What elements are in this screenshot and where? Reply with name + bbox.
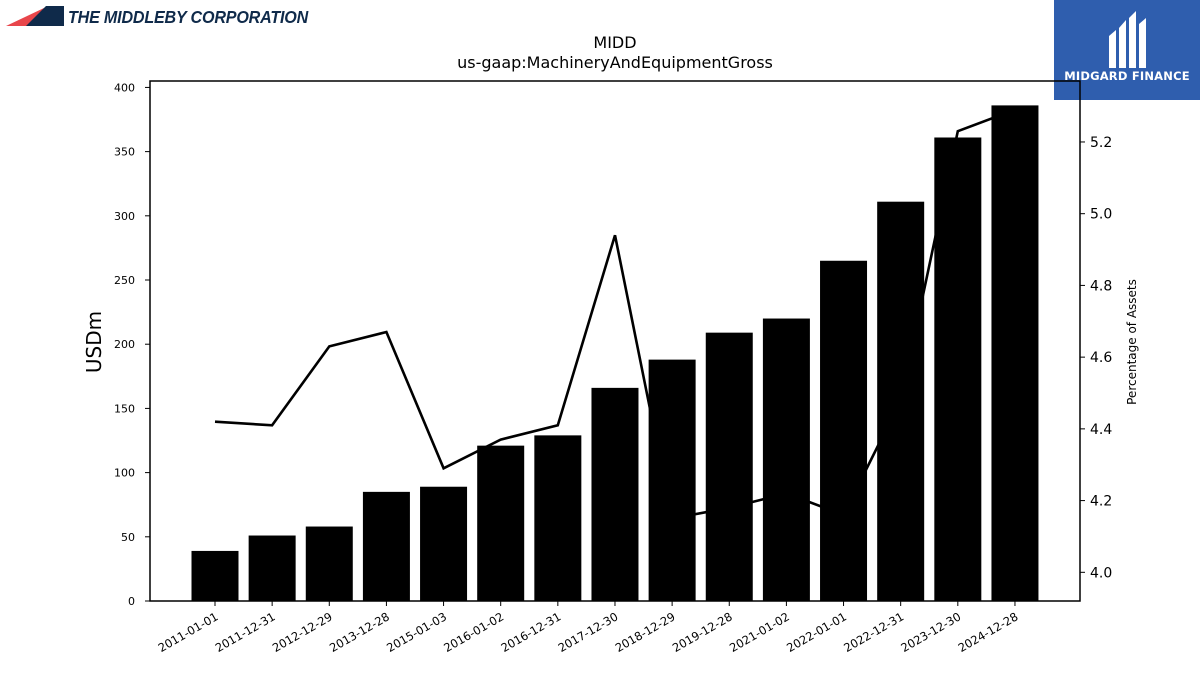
midgard-logo-text: MIDGARD FINANCE [1064, 69, 1190, 83]
bar [420, 486, 468, 601]
y-axis-label: USDm [82, 311, 106, 373]
y2-tick-label: 4.4 [1090, 422, 1112, 438]
x-tick-label: 2015-01-03 [384, 609, 449, 655]
bar [191, 550, 239, 601]
y2-tick-label: 4.2 [1090, 494, 1112, 510]
bar [762, 318, 810, 601]
y-tick-label: 400 [114, 81, 135, 94]
x-tick-label: 2016-01-02 [441, 609, 506, 655]
y2-tick-label: 4.6 [1090, 350, 1112, 366]
midgard-mark-icon [1109, 11, 1146, 68]
y-tick-label: 150 [114, 402, 135, 415]
x-tick-label: 2021-01-02 [727, 609, 792, 655]
bar [534, 435, 582, 601]
x-tick-label: 2011-01-01 [156, 609, 221, 655]
x-tick-label: 2022-01-01 [784, 609, 849, 655]
middleby-logo-text: THE MIDDLEBY CORPORATION [68, 7, 309, 27]
y2-axis-label: Percentage of Assets [1125, 279, 1139, 405]
y2-tick-label: 4.8 [1090, 278, 1112, 294]
y-tick-label: 250 [114, 274, 135, 287]
x-tick-label: 2022-12-31 [841, 609, 906, 655]
x-tick-label: 2013-12-28 [327, 609, 392, 655]
chart-title: MIDD [593, 33, 636, 52]
x-tick-label: 2019-12-28 [670, 609, 735, 655]
y-tick-label: 0 [128, 595, 135, 608]
bar [934, 137, 982, 601]
bar [477, 445, 525, 601]
x-tick-label: 2024-12-28 [956, 609, 1021, 655]
x-tick-label: 2011-12-31 [213, 609, 278, 655]
plot-area: 0 50 100 150 200 250 300 350 400 4.0 4.2 4.4 4.6 4.8 5… [114, 80, 1112, 655]
bar [305, 526, 353, 601]
bar [991, 105, 1039, 601]
x-tick-label: 2018-12-29 [613, 609, 678, 655]
y2-tick-label: 5.2 [1090, 135, 1112, 151]
bar [362, 491, 410, 601]
y-tick-label: 200 [114, 338, 135, 351]
middleby-mark-icon [6, 6, 64, 26]
bar [648, 359, 696, 601]
x-tick-label: 2016-12-31 [498, 609, 563, 655]
y2-tick-label: 5.0 [1090, 207, 1112, 223]
x-tick-label: 2012-12-29 [270, 609, 335, 655]
middleby-logo: THE MIDDLEBY CORPORATION [6, 5, 308, 29]
y-tick-label: 350 [114, 146, 135, 159]
bar [591, 387, 639, 601]
y-tick-label: 300 [114, 210, 135, 223]
midgard-finance-logo: MIDGARD FINANCE [1054, 0, 1200, 100]
y-tick-label: 50 [121, 531, 135, 544]
x-tick-label: 2023-12-30 [898, 609, 963, 655]
percentage-line [214, 108, 1016, 521]
y2-tick-label: 4.0 [1090, 565, 1112, 581]
bar [820, 260, 868, 601]
chart-subtitle: us-gaap:MachineryAndEquipmentGross [457, 53, 773, 72]
x-tick-label: 2017-12-30 [556, 609, 621, 655]
bar [248, 535, 296, 601]
y-tick-label: 100 [114, 467, 135, 480]
bar [705, 332, 753, 601]
